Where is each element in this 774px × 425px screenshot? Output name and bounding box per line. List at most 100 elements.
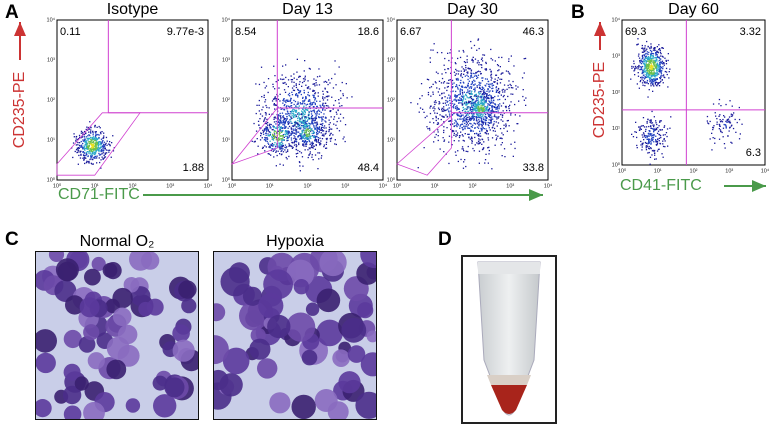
event-dot bbox=[646, 75, 647, 76]
event-dot bbox=[282, 79, 283, 80]
event-dot bbox=[656, 64, 657, 65]
event-dot bbox=[719, 114, 720, 115]
event-dot bbox=[316, 113, 317, 114]
event-dot bbox=[295, 95, 296, 96]
event-dot bbox=[282, 103, 283, 104]
event-dot bbox=[273, 86, 274, 87]
event-dot bbox=[325, 117, 326, 118]
event-dot bbox=[309, 130, 310, 131]
event-dot bbox=[659, 58, 660, 59]
event-dot bbox=[89, 128, 90, 129]
event-dot bbox=[443, 103, 444, 104]
event-dot bbox=[335, 84, 336, 85]
y-tick-label: 10³ bbox=[47, 57, 55, 63]
event-dot bbox=[644, 78, 645, 79]
event-dot bbox=[512, 81, 513, 82]
event-dot bbox=[640, 128, 641, 129]
event-dot bbox=[261, 109, 262, 110]
event-dot bbox=[315, 122, 316, 123]
event-dot bbox=[289, 93, 290, 94]
event-dot bbox=[419, 112, 420, 113]
event-dot bbox=[103, 135, 104, 136]
event-dot bbox=[299, 161, 300, 162]
event-dot bbox=[479, 96, 480, 97]
event-dot bbox=[503, 110, 504, 111]
event-dot bbox=[98, 144, 99, 145]
event-dot bbox=[305, 128, 306, 129]
event-dot bbox=[280, 116, 281, 117]
event-dot bbox=[276, 150, 277, 151]
event-dot bbox=[433, 106, 434, 107]
event-dot bbox=[436, 120, 437, 121]
event-dot bbox=[644, 71, 645, 72]
event-dot bbox=[657, 139, 658, 140]
event-dot bbox=[316, 125, 317, 126]
event-dot bbox=[447, 101, 448, 102]
event-dot bbox=[472, 125, 473, 126]
event-dot bbox=[643, 48, 644, 49]
event-dot bbox=[91, 140, 92, 141]
event-dot bbox=[647, 123, 648, 124]
event-dot bbox=[81, 147, 82, 148]
event-dot bbox=[306, 132, 307, 133]
event-dot bbox=[463, 68, 464, 69]
event-dot bbox=[282, 66, 283, 67]
event-dot bbox=[480, 85, 481, 86]
event-dot bbox=[478, 38, 479, 39]
event-dot bbox=[280, 94, 281, 95]
event-dot bbox=[446, 90, 447, 91]
event-dot bbox=[481, 99, 482, 100]
event-dot bbox=[524, 58, 525, 59]
event-dot bbox=[498, 116, 499, 117]
event-dot bbox=[479, 111, 480, 112]
event-dot bbox=[93, 145, 94, 146]
event-dot bbox=[469, 81, 470, 82]
event-dot bbox=[301, 138, 302, 139]
event-dot bbox=[438, 140, 439, 141]
event-dot bbox=[445, 114, 446, 115]
event-dot bbox=[102, 157, 103, 158]
event-dot bbox=[501, 132, 502, 133]
event-dot bbox=[473, 84, 474, 85]
event-dot bbox=[484, 162, 485, 163]
event-dot bbox=[492, 59, 493, 60]
cell bbox=[112, 288, 132, 308]
event-dot bbox=[88, 161, 89, 162]
event-dot bbox=[286, 119, 287, 120]
event-dot bbox=[459, 135, 460, 136]
event-dot bbox=[280, 135, 281, 136]
event-dot bbox=[463, 126, 464, 127]
event-dot bbox=[288, 121, 289, 122]
event-dot bbox=[319, 132, 320, 133]
event-dot bbox=[430, 62, 431, 63]
event-dot bbox=[497, 64, 498, 65]
panel-label: B bbox=[571, 2, 585, 23]
event-dot bbox=[317, 130, 318, 131]
event-dot bbox=[455, 96, 456, 97]
event-dot bbox=[731, 116, 732, 117]
event-dot bbox=[466, 104, 467, 105]
event-dot bbox=[645, 53, 646, 54]
event-dot bbox=[657, 54, 658, 55]
event-dot bbox=[307, 149, 308, 150]
event-dot bbox=[508, 87, 509, 88]
event-dot bbox=[472, 61, 473, 62]
event-dot bbox=[489, 69, 490, 70]
event-dot bbox=[96, 141, 97, 142]
event-dot bbox=[306, 104, 307, 105]
event-dot bbox=[289, 113, 290, 114]
event-dot bbox=[457, 87, 458, 88]
event-dot bbox=[306, 125, 307, 126]
event-dot bbox=[492, 127, 493, 128]
event-dot bbox=[512, 94, 513, 95]
event-dot bbox=[265, 140, 266, 141]
event-dot bbox=[326, 131, 327, 132]
event-dot bbox=[654, 57, 655, 58]
event-dot bbox=[467, 123, 468, 124]
event-dot bbox=[89, 121, 90, 122]
event-dot bbox=[505, 99, 506, 100]
event-dot bbox=[289, 145, 290, 146]
event-dot bbox=[465, 94, 466, 95]
event-dot bbox=[287, 149, 288, 150]
event-dot bbox=[79, 146, 80, 147]
